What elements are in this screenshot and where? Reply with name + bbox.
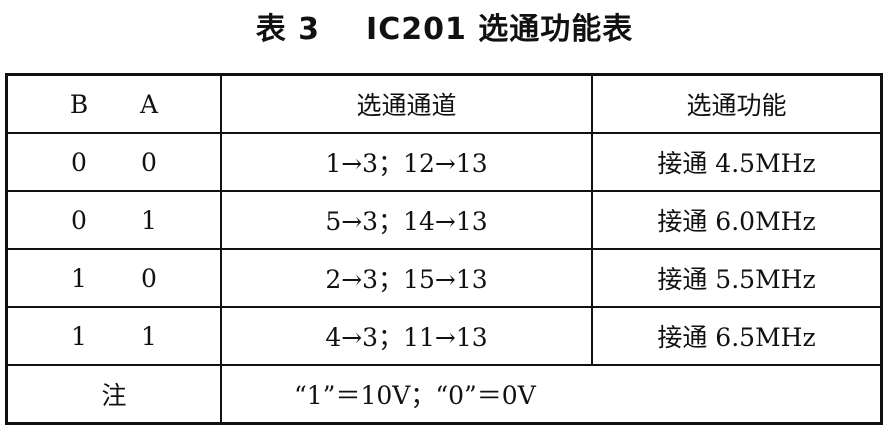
cell-a: 1 <box>141 321 157 351</box>
cell-channel: 4→3；11→13 <box>220 306 593 366</box>
header-function: 选通功能 <box>591 73 883 134</box>
header-a: A <box>139 89 159 119</box>
cell-b: 0 <box>71 147 87 177</box>
note-label: 注 <box>5 364 222 425</box>
cell-b: 0 <box>71 205 87 235</box>
table-title-text: IC201 选通功能表 <box>366 12 634 47</box>
note-row: 注 “1”＝10V；“0”＝0V <box>5 364 883 425</box>
header-channel: 选通通道 <box>220 73 593 134</box>
header-b: B <box>69 89 89 119</box>
cell-channel: 1→3；12→13 <box>220 132 593 192</box>
cell-b: 1 <box>71 263 87 293</box>
cell-function: 接通 6.5MHz <box>591 306 883 366</box>
table-title: 表 3 IC201 选通功能表 <box>0 4 889 48</box>
cell-channel: 2→3；15→13 <box>220 248 593 308</box>
note-value: “1”＝10V；“0”＝0V <box>220 364 883 425</box>
cell-a: 1 <box>141 205 157 235</box>
cell-b: 1 <box>71 321 87 351</box>
cell-function: 接通 4.5MHz <box>591 132 883 192</box>
cell-a: 0 <box>141 263 157 293</box>
cell-channel: 5→3；14→13 <box>220 190 593 250</box>
table-number: 表 3 <box>255 12 321 47</box>
cell-a: 0 <box>141 147 157 177</box>
cell-function: 接通 5.5MHz <box>591 248 883 308</box>
cell-function: 接通 6.0MHz <box>591 190 883 250</box>
